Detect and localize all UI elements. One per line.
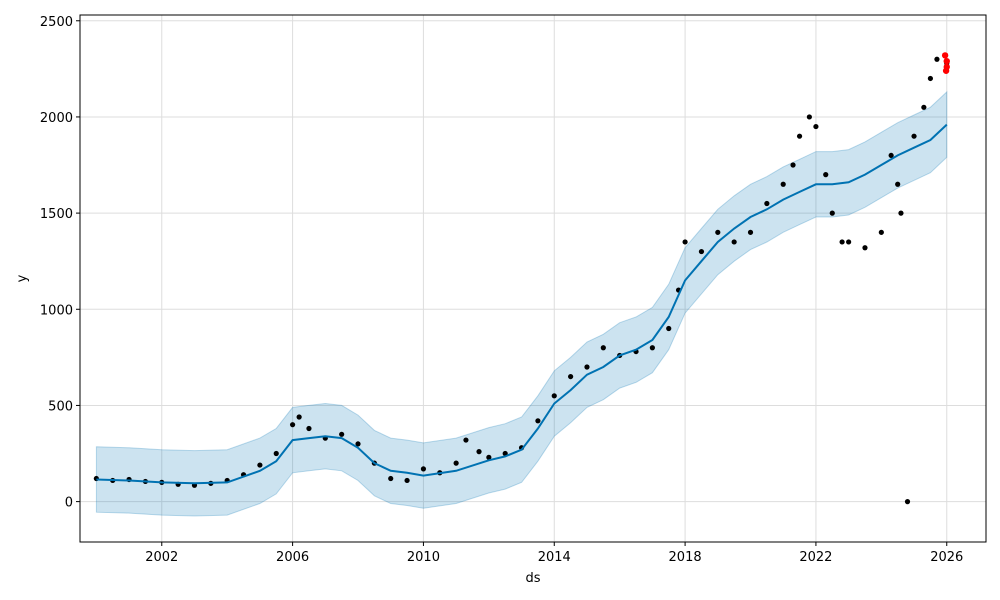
observed-point	[463, 437, 469, 443]
observed-point	[649, 345, 655, 351]
observed-point	[388, 475, 394, 482]
x-tick-label: 2006	[276, 550, 309, 565]
observed-point	[895, 181, 901, 187]
x-tick-label: 2022	[799, 550, 832, 565]
observed-point	[921, 104, 927, 110]
observed-point	[306, 425, 312, 432]
observed-point	[839, 239, 845, 245]
highlight-point	[942, 67, 950, 74]
uncertainty-band	[95, 90, 948, 517]
observed-point	[355, 441, 361, 447]
x-tick-label: 2002	[145, 550, 178, 565]
observed-point	[486, 454, 492, 460]
observed-point	[698, 248, 705, 255]
observed-point	[600, 345, 606, 351]
observed-point	[846, 239, 852, 245]
observed-point	[911, 133, 917, 139]
observed-point	[339, 431, 345, 437]
observed-point	[790, 162, 796, 168]
observed-point	[780, 181, 786, 187]
observed-point	[289, 422, 296, 428]
observed-point	[904, 499, 911, 505]
forecast-line-layer	[96, 123, 948, 485]
observed-point	[404, 477, 410, 484]
observed-point	[273, 450, 279, 457]
observed-point	[888, 152, 894, 159]
highlight-points-layer	[941, 52, 950, 74]
observed-point	[927, 75, 933, 82]
observed-point	[829, 210, 835, 216]
observed-point	[878, 229, 884, 235]
y-axis-ticks: 0 500 1000 1500 2000 2500	[40, 15, 80, 511]
observed-point	[476, 449, 482, 455]
observed-point	[257, 462, 263, 468]
x-axis-ticks: 2002 2006 2010 2014 2018 2022 2026	[145, 542, 963, 565]
observed-point	[682, 239, 688, 245]
highlight-point	[943, 57, 950, 65]
y-axis-title: y	[15, 274, 30, 282]
x-tick-label: 2018	[669, 550, 702, 565]
observed-point	[862, 245, 868, 251]
observed-point	[898, 210, 904, 216]
observed-point	[568, 373, 574, 380]
plot-frame	[79, 14, 987, 543]
observed-point	[934, 56, 940, 62]
x-tick-label: 2026	[930, 550, 963, 565]
observed-point	[715, 229, 721, 235]
y-tick-label: 1000	[40, 303, 73, 318]
forecast-line	[96, 123, 948, 485]
observed-point	[551, 393, 557, 399]
observed-point	[535, 418, 541, 424]
observed-point	[806, 114, 812, 120]
observed-point	[813, 123, 819, 130]
observed-point	[747, 229, 754, 235]
y-tick-label: 0	[65, 496, 73, 511]
observed-point	[584, 364, 590, 370]
x-axis-title: ds	[525, 571, 540, 586]
grid	[80, 15, 986, 542]
y-tick-label: 2000	[40, 111, 73, 126]
observed-point	[420, 466, 427, 472]
y-tick-label: 2500	[40, 15, 73, 30]
observed-point	[731, 239, 737, 245]
y-tick-label: 1500	[40, 207, 73, 222]
uncertainty-band-layer	[95, 90, 948, 517]
observed-point	[296, 414, 302, 420]
x-tick-label: 2010	[407, 550, 440, 565]
observed-point	[666, 325, 672, 332]
x-tick-label: 2014	[538, 550, 571, 565]
observed-point	[764, 200, 770, 207]
observed-point	[823, 172, 829, 178]
highlight-point	[941, 52, 949, 59]
y-tick-label: 500	[48, 399, 73, 414]
observed-point	[796, 133, 803, 139]
observed-point	[453, 460, 459, 466]
